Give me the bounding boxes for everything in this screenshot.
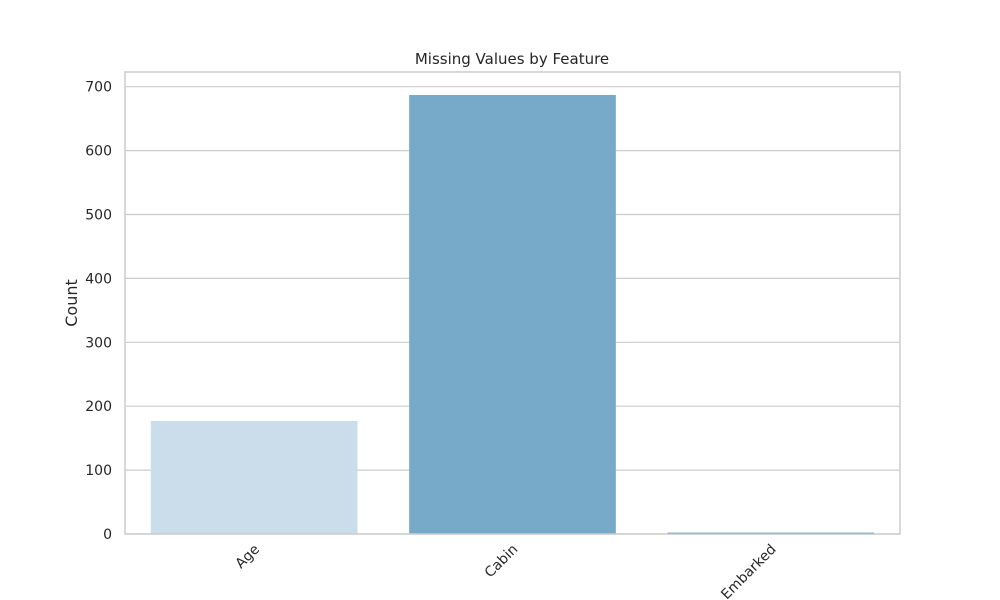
bar-age (150, 420, 358, 534)
y-tick-labels: 0 100 200 300 400 500 600 700 (85, 80, 112, 543)
bar-cabin (409, 95, 616, 534)
x-tick-label-embarked: Embarked (718, 542, 779, 600)
y-tick-label: 400 (85, 271, 112, 287)
y-tick-label: 600 (85, 144, 112, 160)
plot-frame (124, 71, 901, 535)
bars (150, 95, 875, 534)
y-tick-label: 700 (85, 80, 112, 96)
y-tick-label: 0 (103, 527, 112, 543)
y-tick-label: 100 (85, 463, 112, 479)
y-tick-label: 500 (85, 207, 112, 223)
y-tick-label: 200 (85, 399, 112, 415)
x-tick-labels: Age Cabin Embarked (233, 542, 780, 600)
x-tick-label-cabin: Cabin (482, 542, 522, 582)
y-tick-label: 300 (85, 335, 112, 351)
y-axis-label: Count (62, 279, 81, 327)
chart-title: Missing Values by Feature (415, 50, 609, 68)
x-tick-label-age: Age (233, 542, 263, 572)
